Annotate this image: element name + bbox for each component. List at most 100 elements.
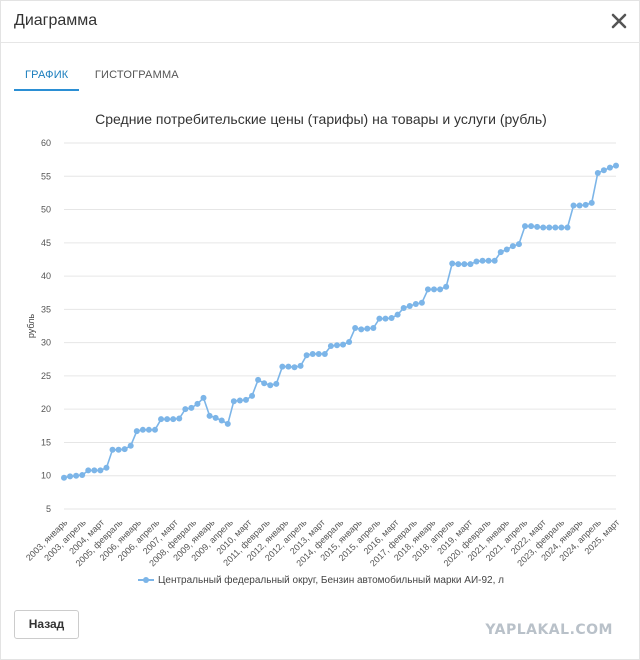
data-point: [261, 380, 268, 387]
data-point: [564, 224, 571, 231]
y-tick-label: 20: [41, 404, 51, 414]
data-point: [315, 350, 322, 357]
data-point: [115, 446, 122, 453]
close-icon[interactable]: [611, 13, 627, 29]
data-point: [309, 350, 316, 357]
data-point: [400, 305, 407, 312]
data-point: [522, 223, 529, 230]
tab-histogram[interactable]: ГИСТОГРАММА: [94, 69, 179, 81]
data-point: [139, 426, 146, 433]
data-point: [297, 362, 304, 369]
data-point: [552, 224, 559, 231]
y-tick-label: 25: [41, 371, 51, 381]
data-point: [79, 472, 86, 479]
data-point: [176, 415, 183, 422]
data-point: [479, 257, 486, 264]
data-point: [443, 283, 450, 290]
data-point: [540, 224, 547, 231]
data-point: [236, 397, 243, 404]
data-point: [200, 394, 207, 401]
data-point: [346, 338, 353, 345]
data-point: [576, 202, 583, 209]
data-point: [358, 326, 365, 333]
legend-label: Центральный федеральный округ, Бензин ав…: [158, 575, 504, 586]
data-point: [164, 416, 171, 423]
data-point: [485, 257, 492, 264]
data-point: [352, 324, 359, 331]
y-tick-label: 60: [41, 138, 51, 148]
data-point: [528, 223, 535, 230]
data-point: [291, 364, 298, 371]
data-point: [461, 261, 468, 268]
data-point: [509, 243, 516, 250]
chart-title: Средние потребительские цены (тарифы) на…: [95, 111, 547, 127]
data-point: [588, 199, 595, 206]
y-tick-label: 10: [41, 471, 51, 481]
data-point: [582, 201, 589, 208]
data-point: [497, 249, 504, 256]
data-point: [212, 414, 219, 421]
y-axis-label: рубль: [26, 314, 36, 339]
data-point: [249, 392, 256, 399]
data-point: [333, 342, 340, 349]
data-point: [424, 286, 431, 293]
data-point: [473, 258, 480, 265]
dialog-header: Диаграмма: [1, 1, 640, 43]
data-point: [242, 396, 249, 403]
y-tick-label: 45: [41, 238, 51, 248]
chart-legend[interactable]: Центральный федеральный округ, Бензин ав…: [1, 575, 640, 586]
data-point: [613, 162, 619, 169]
y-tick-label: 55: [41, 171, 51, 181]
data-point: [491, 257, 498, 264]
data-point: [431, 286, 438, 293]
y-tick-label: 30: [41, 338, 51, 348]
y-tick-label: 40: [41, 271, 51, 281]
data-point: [109, 446, 116, 453]
y-tick-label: 50: [41, 205, 51, 215]
data-point: [218, 417, 225, 424]
data-point: [127, 442, 134, 449]
data-point: [558, 224, 565, 231]
data-point: [303, 352, 310, 359]
data-point: [382, 315, 389, 322]
data-point: [606, 164, 613, 171]
data-point: [73, 472, 80, 479]
data-point: [170, 416, 177, 423]
data-point: [394, 311, 401, 318]
data-point: [188, 404, 195, 411]
y-tick-label: 15: [41, 437, 51, 447]
data-point: [546, 224, 553, 231]
data-point: [85, 467, 92, 474]
legend-marker-icon: [138, 575, 154, 585]
data-point: [455, 261, 462, 268]
data-point: [388, 315, 395, 322]
data-point: [437, 286, 444, 293]
data-point: [321, 350, 328, 357]
data-point: [534, 223, 541, 230]
data-point: [145, 426, 152, 433]
data-point: [255, 376, 262, 383]
back-button[interactable]: Назад: [14, 610, 79, 639]
data-point: [206, 412, 213, 419]
y-tick-label: 35: [41, 304, 51, 314]
data-point: [418, 299, 425, 306]
tab-chart[interactable]: ГРАФИК: [14, 61, 80, 91]
data-point: [364, 325, 371, 332]
data-point: [61, 474, 67, 481]
data-point: [279, 363, 286, 370]
data-point: [158, 416, 165, 423]
data-point: [91, 467, 98, 474]
data-point: [224, 420, 231, 427]
data-point: [570, 202, 577, 209]
dialog-title: Диаграмма: [14, 12, 98, 29]
data-point: [594, 169, 601, 176]
data-point: [449, 260, 456, 267]
data-point: [194, 400, 201, 407]
data-point: [412, 301, 419, 308]
data-point: [133, 428, 140, 435]
data-point: [340, 341, 347, 348]
data-point: [370, 324, 377, 331]
close-icon-glyph: [611, 13, 627, 29]
